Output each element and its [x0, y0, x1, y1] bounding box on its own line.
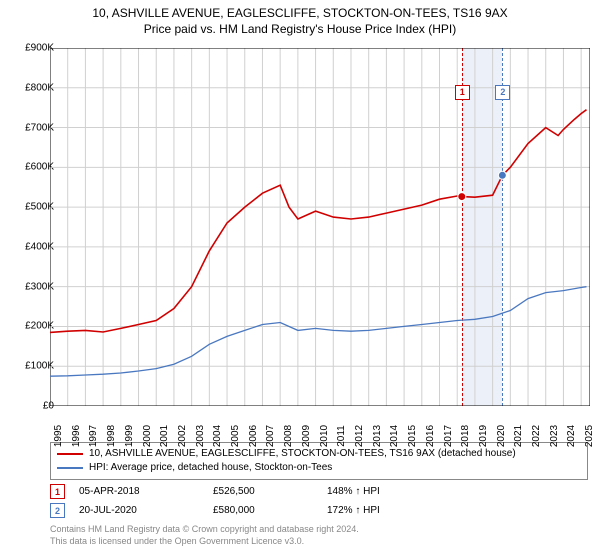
event-hpi: 172% ↑ HPI	[327, 505, 380, 516]
event-row: 1 05-APR-2018 £526,500 148% ↑ HPI	[50, 484, 588, 499]
x-tick-label: 2013	[372, 425, 383, 447]
x-tick-label: 2006	[248, 425, 259, 447]
legend-item-property: 10, ASHVILLE AVENUE, EAGLESCLIFFE, STOCK…	[57, 447, 581, 461]
legend-item-hpi: HPI: Average price, detached house, Stoc…	[57, 461, 581, 475]
event-price: £580,000	[213, 505, 313, 516]
x-tick-label: 2010	[319, 425, 330, 447]
event-date: 05-APR-2018	[79, 486, 199, 497]
x-tick-label: 1997	[88, 425, 99, 447]
legend: 10, ASHVILLE AVENUE, EAGLESCLIFFE, STOCK…	[50, 442, 588, 480]
footer-attribution: Contains HM Land Registry data © Crown c…	[50, 524, 359, 547]
marker-flag-1: 1	[455, 85, 470, 100]
x-tick-label: 2020	[496, 425, 507, 447]
x-tick-label: 2023	[549, 425, 560, 447]
x-tick-label: 2024	[566, 425, 577, 447]
x-tick-label: 2018	[460, 425, 471, 447]
chart-title-2: Price paid vs. HM Land Registry's House …	[0, 22, 600, 38]
x-tick-label: 1995	[53, 425, 64, 447]
event-row: 2 20-JUL-2020 £580,000 172% ↑ HPI	[50, 503, 588, 518]
x-tick-label: 2022	[531, 425, 542, 447]
x-tick-label: 2007	[265, 425, 276, 447]
marker-flag-2: 2	[495, 85, 510, 100]
x-tick-label: 1996	[71, 425, 82, 447]
x-tick-label: 2016	[425, 425, 436, 447]
x-tick-label: 2003	[195, 425, 206, 447]
event-marker-1: 1	[50, 484, 65, 499]
event-price: £526,500	[213, 486, 313, 497]
x-tick-label: 1998	[106, 425, 117, 447]
x-tick-label: 2021	[513, 425, 524, 447]
x-tick-label: 2012	[354, 425, 365, 447]
event-table: 1 05-APR-2018 £526,500 148% ↑ HPI 2 20-J…	[50, 480, 588, 522]
x-tick-label: 2014	[389, 425, 400, 447]
x-tick-label: 2011	[336, 425, 347, 447]
x-tick-label: 2000	[142, 425, 153, 447]
legend-label: HPI: Average price, detached house, Stoc…	[89, 461, 332, 475]
x-tick-label: 2025	[584, 425, 595, 447]
event-date: 20-JUL-2020	[79, 505, 199, 516]
x-tick-label: 2005	[230, 425, 241, 447]
x-tick-label: 2019	[478, 425, 489, 447]
x-tick-label: 2008	[283, 425, 294, 447]
legend-label: 10, ASHVILLE AVENUE, EAGLESCLIFFE, STOCK…	[89, 447, 516, 461]
x-tick-label: 2001	[159, 425, 170, 447]
x-tick-label: 2009	[301, 425, 312, 447]
x-tick-label: 2015	[407, 425, 418, 447]
event-marker-2: 2	[50, 503, 65, 518]
chart-plot-area: 12	[50, 48, 590, 406]
chart-title-1: 10, ASHVILLE AVENUE, EAGLESCLIFFE, STOCK…	[0, 6, 600, 22]
legend-swatch	[57, 467, 83, 469]
x-tick-label: 1999	[124, 425, 135, 447]
x-tick-label: 2017	[443, 425, 454, 447]
x-tick-label: 2002	[177, 425, 188, 447]
event-hpi: 148% ↑ HPI	[327, 486, 380, 497]
chart-svg	[50, 48, 590, 406]
x-tick-label: 2004	[212, 425, 223, 447]
legend-swatch	[57, 453, 83, 455]
